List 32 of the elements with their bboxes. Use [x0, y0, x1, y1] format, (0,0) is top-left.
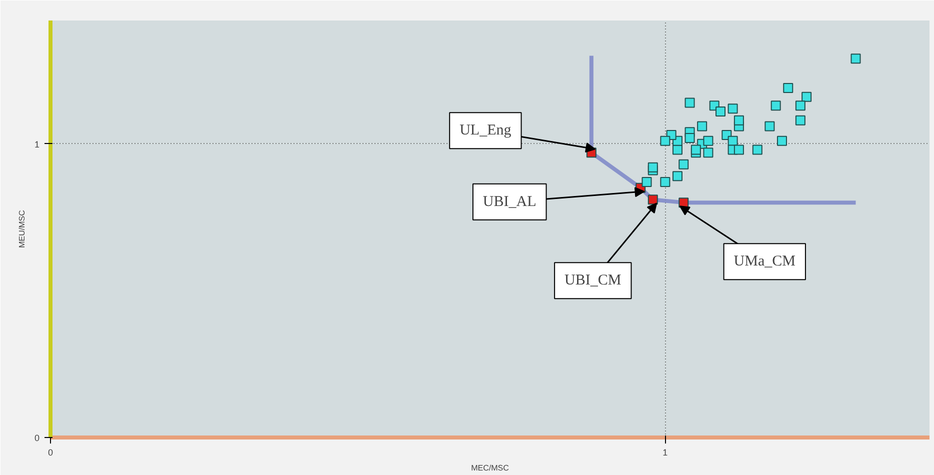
- point: [678, 159, 689, 170]
- point: [660, 177, 670, 188]
- point: [770, 100, 781, 111]
- point: [703, 148, 714, 158]
- point: [697, 121, 708, 132]
- point: [802, 92, 812, 102]
- point: [728, 104, 738, 114]
- point: [660, 136, 670, 146]
- point: [734, 144, 744, 155]
- point: [795, 100, 806, 111]
- point: [648, 162, 658, 172]
- point: [672, 171, 682, 182]
- point: [716, 106, 726, 117]
- point: [648, 194, 658, 205]
- point: [690, 144, 701, 155]
- point: [795, 115, 806, 126]
- point: [734, 115, 744, 126]
- annotation: UBI_CM: [564, 272, 622, 289]
- point: [703, 136, 714, 146]
- point: [764, 121, 775, 132]
- point: [783, 83, 794, 94]
- point: [776, 136, 787, 146]
- point: [684, 132, 695, 143]
- annotation: UMa_CM: [734, 254, 796, 270]
- point: [642, 177, 652, 188]
- x-axis-title: MEC/MSC: [471, 464, 510, 472]
- point: [684, 98, 695, 108]
- annotation: UBI_AL: [482, 194, 536, 210]
- annotation: UL_Eng: [460, 122, 512, 139]
- point: [850, 54, 861, 64]
- point: [752, 144, 762, 155]
- y-axis-title: MEU/MSC: [17, 210, 26, 248]
